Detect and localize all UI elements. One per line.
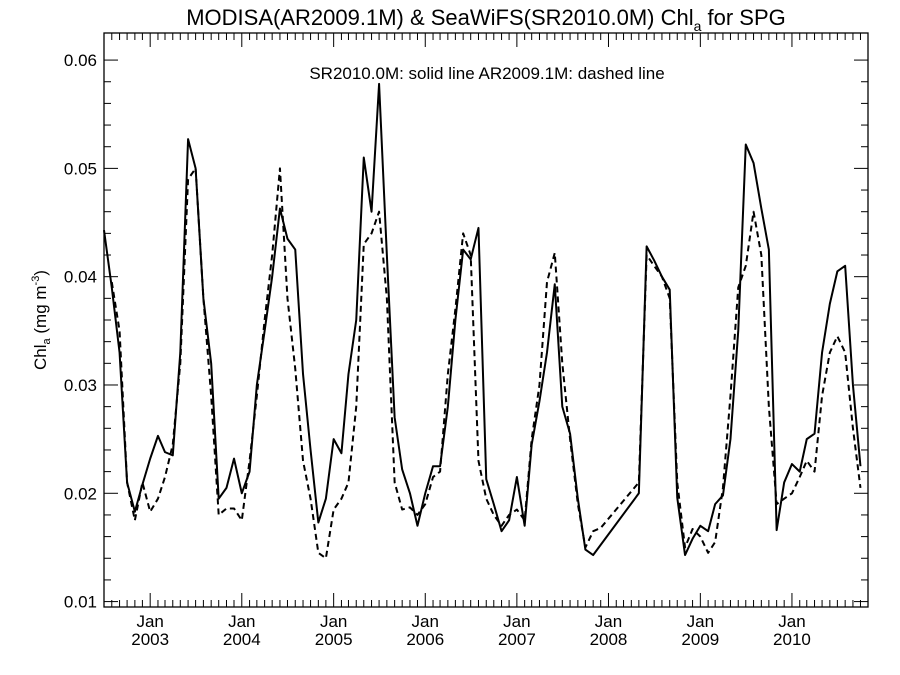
y-tick-label: 0.03 xyxy=(64,376,97,395)
axis-ticks: 0.010.020.030.040.050.06Jan2003Jan2004Ja… xyxy=(64,33,868,649)
y-tick-label: 0.05 xyxy=(64,159,97,178)
y-axis-label: Chla (mg m-3) xyxy=(30,270,53,370)
series-line-sr2010-0m xyxy=(103,82,862,557)
x-tick-year-label: 2004 xyxy=(223,630,261,649)
chart-title-main: MODISA(AR2009.1M) & SeaWiFS(SR2010.0M) C… xyxy=(186,5,693,30)
x-tick-year-label: 2007 xyxy=(498,630,536,649)
y-axis-label-superscript: -3 xyxy=(30,276,42,286)
y-axis-label-base: Chl xyxy=(31,344,50,370)
x-tick-month-label: Jan xyxy=(778,612,805,631)
x-tick-month-label: Jan xyxy=(595,612,622,631)
x-tick-year-label: 2010 xyxy=(773,630,811,649)
chart-title: MODISA(AR2009.1M) & SeaWiFS(SR2010.0M) C… xyxy=(186,5,786,34)
y-axis-label-subscript: a xyxy=(41,337,53,344)
x-tick-month-label: Jan xyxy=(320,612,347,631)
y-tick-label: 0.01 xyxy=(64,593,97,612)
plot-frame xyxy=(103,32,869,608)
x-tick-year-label: 2008 xyxy=(590,630,628,649)
chart-title-tail: for SPG xyxy=(701,5,785,30)
x-tick-year-label: 2006 xyxy=(406,630,444,649)
y-tick-label: 0.04 xyxy=(64,268,97,287)
chart-annotation: SR2010.0M: solid line AR2009.1M: dashed … xyxy=(309,64,664,83)
x-tick-year-label: 2005 xyxy=(315,630,353,649)
x-tick-year-label: 2009 xyxy=(681,630,719,649)
data-series xyxy=(103,82,862,560)
x-tick-month-label: Jan xyxy=(136,612,163,631)
x-tick-month-label: Jan xyxy=(503,612,530,631)
chart-title-subscript: a xyxy=(694,18,702,34)
series-line-ar2009-1m xyxy=(110,167,862,560)
y-tick-label: 0.02 xyxy=(64,484,97,503)
y-axis-label-unit: (mg m xyxy=(31,285,50,338)
y-axis-label-close: ) xyxy=(31,270,50,276)
y-tick-label: 0.06 xyxy=(64,51,97,70)
x-tick-month-label: Jan xyxy=(228,612,255,631)
x-tick-month-label: Jan xyxy=(687,612,714,631)
x-tick-month-label: Jan xyxy=(412,612,439,631)
x-tick-year-label: 2003 xyxy=(131,630,169,649)
